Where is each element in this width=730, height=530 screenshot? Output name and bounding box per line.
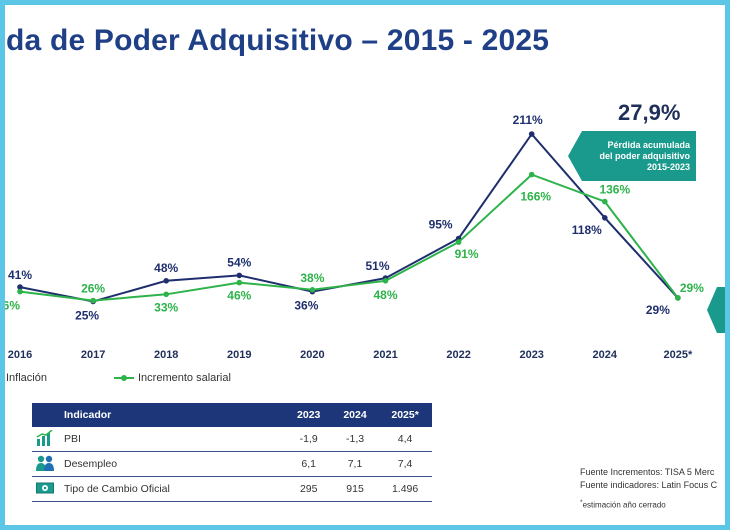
source-indicators: Fuente indicadores: Latin Focus C: [580, 480, 718, 490]
callout-line-1: Pérdida acumulada: [607, 140, 690, 150]
callout-line-3: 2015-2023: [646, 162, 690, 172]
data-label-salary: 38%: [300, 271, 324, 285]
data-label-inflation: 29%: [646, 303, 670, 317]
data-label-salary: 26%: [81, 282, 105, 296]
data-point-salary: [382, 278, 389, 284]
x-tick-label: 2025*: [664, 349, 693, 361]
indicator-name: Desempleo: [64, 458, 118, 470]
accumulated-loss-callout: Pérdida acumulada del poder adquisitivo …: [568, 131, 696, 181]
source-increments: Fuente Incrementos: TISA 5 Merc: [580, 467, 715, 477]
banknote-icon: [36, 482, 54, 494]
data-label-salary: 136%: [599, 183, 630, 197]
estimation-note: *estimación año cerrado: [580, 496, 717, 512]
page-title: da de Poder Adquisitivo – 2015 - 2025: [6, 24, 550, 57]
table-cell: 4,4: [378, 427, 432, 452]
data-point-salary: [17, 288, 23, 295]
data-point-salary: [90, 297, 96, 304]
side-callout-tab: [707, 287, 727, 333]
series-line-salary: [19, 173, 679, 302]
data-point-inflation: [602, 215, 608, 221]
data-point-salary: [675, 295, 681, 301]
x-tick-label: 2022: [446, 349, 470, 361]
data-label-inflation: 211%: [513, 113, 543, 127]
indicator-name: PBI: [64, 433, 81, 445]
estimation-star: *: [580, 499, 583, 506]
data-point-salary: [309, 287, 316, 293]
legend-salary-label: Incremento salarial: [138, 372, 231, 384]
data-label-inflation: 36%: [294, 299, 318, 313]
data-point-inflation: [163, 278, 169, 284]
table-cell: -1,9: [285, 427, 332, 452]
x-tick-label: 2019: [227, 349, 251, 361]
data-label-inflation: 51%: [365, 259, 389, 273]
data-label-salary: 29%: [680, 281, 704, 295]
callout-line-2: del poder adquisitivo: [599, 151, 690, 161]
line-chart: 2016 2017 2018 2019 2020 2021 2022 2023 2024 2025…: [0, 113, 704, 361]
table-header-cell: Indicador: [32, 403, 286, 427]
data-label-salary: 36%: [0, 299, 20, 313]
data-point-inflation: [17, 284, 23, 290]
data-label-inflation: 118%: [572, 223, 602, 237]
data-label-salary: 33%: [154, 300, 178, 314]
data-label-inflation: 41%: [8, 268, 32, 282]
data-point-salary: [236, 279, 243, 286]
sources-note: Fuente Incrementos: TISA 5 Merc Fuente i…: [580, 466, 717, 512]
data-label-inflation: 54%: [227, 255, 251, 269]
data-point-salary: [163, 291, 169, 298]
data-label-inflation: 95%: [429, 218, 453, 232]
data-point-salary: [528, 171, 535, 178]
data-point-inflation: [236, 272, 243, 279]
table-header-cell: 2024: [331, 403, 379, 427]
table-cell: 6,1: [285, 451, 332, 477]
table-cell: 1.496: [378, 476, 432, 502]
accumulated-loss-value: 27,9%: [618, 100, 681, 125]
data-point-inflation: [528, 131, 535, 137]
table-cell: 295: [285, 476, 332, 502]
people-icon: [36, 455, 54, 471]
x-tick-label: 2023: [519, 349, 543, 361]
indicators-table: Indicador 2023 2024 2025* PBI -1,9 -1,3 …: [32, 403, 432, 502]
table-header-cell: 2025*: [378, 403, 432, 427]
table-header-row: Indicador 2023 2024 2025*: [32, 403, 432, 427]
data-label-salary: 46%: [227, 289, 251, 303]
table-cell: 7,1: [331, 451, 379, 477]
x-tick-label: 2017: [81, 349, 105, 361]
x-tick-label: 2016: [8, 349, 32, 361]
legend-salary-marker: [114, 375, 134, 382]
table-row: PBI -1,9 -1,3 4,4: [32, 427, 432, 452]
series-line-inflation: [19, 132, 679, 303]
data-label-inflation: 48%: [154, 261, 178, 275]
indicator-name: Tipo de Cambio Oficial: [64, 483, 170, 495]
legend-inflation: Inflación: [6, 372, 47, 384]
data-label-salary: 91%: [455, 247, 479, 261]
data-point-salary: [455, 239, 462, 245]
data-label-inflation: 25%: [75, 309, 99, 323]
table-header-cell: 2023: [285, 403, 332, 427]
legend-inflation-label: Inflación: [6, 372, 47, 384]
table-row: Tipo de Cambio Oficial 295 915 1.496: [32, 476, 432, 502]
x-tick-label: 2021: [373, 349, 397, 361]
table-cell: -1,3: [331, 427, 379, 452]
table-cell: 915: [331, 476, 379, 502]
data-point-salary: [602, 198, 608, 205]
table-cell: 7,4: [378, 451, 432, 477]
table-row: Desempleo 6,1 7,1 7,4: [32, 451, 432, 477]
x-tick-label: 2020: [300, 349, 324, 361]
x-tick-label: 2018: [154, 349, 178, 361]
data-label-salary: 48%: [373, 288, 397, 302]
data-label-salary: 166%: [520, 190, 551, 204]
bar-chart-icon: [36, 430, 53, 446]
x-tick-label: 2024: [593, 349, 618, 361]
estimation-text: estimación año cerrado: [582, 500, 666, 510]
legend-salary: Incremento salarial: [114, 372, 231, 384]
